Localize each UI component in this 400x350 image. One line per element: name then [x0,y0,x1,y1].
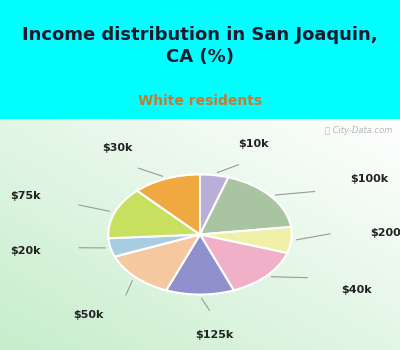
Text: White residents: White residents [138,94,262,108]
Text: $50k: $50k [73,310,104,320]
Text: $30k: $30k [102,143,133,153]
Wedge shape [108,234,200,257]
Text: Income distribution in San Joaquin,
CA (%): Income distribution in San Joaquin, CA (… [22,26,378,66]
Wedge shape [108,191,200,238]
Wedge shape [200,227,292,253]
Text: ⓘ City-Data.com: ⓘ City-Data.com [325,126,392,135]
Wedge shape [166,234,234,295]
Text: $20k: $20k [11,246,41,257]
Text: $125k: $125k [195,330,233,340]
Text: $100k: $100k [350,174,389,184]
Text: $75k: $75k [11,191,41,201]
Wedge shape [200,234,287,290]
Wedge shape [200,177,291,234]
Text: $200k: $200k [370,228,400,238]
Wedge shape [137,174,200,235]
Wedge shape [200,174,228,235]
Wedge shape [115,234,200,290]
Text: $40k: $40k [341,285,372,295]
Text: $10k: $10k [238,139,268,149]
